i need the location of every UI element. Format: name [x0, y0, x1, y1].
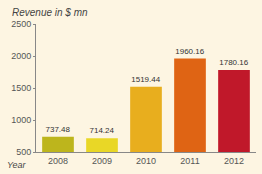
svg-text:2009: 2009	[92, 156, 112, 166]
svg-text:2008: 2008	[48, 156, 68, 166]
svg-text:2011: 2011	[180, 156, 199, 166]
svg-text:1000: 1000	[11, 115, 31, 125]
svg-text:714.24: 714.24	[89, 126, 114, 135]
svg-text:1780.16: 1780.16	[219, 58, 248, 67]
svg-text:500: 500	[16, 147, 31, 157]
svg-text:1960.16: 1960.16	[175, 47, 204, 56]
svg-text:737.48: 737.48	[45, 125, 70, 134]
svg-text:Revenue in $ mn: Revenue in $ mn	[12, 7, 88, 18]
svg-text:2000: 2000	[11, 51, 31, 61]
svg-text:2010: 2010	[136, 156, 156, 166]
svg-text:1500: 1500	[11, 83, 31, 93]
svg-text:2500: 2500	[11, 19, 31, 29]
svg-text:1519.44: 1519.44	[131, 75, 160, 84]
svg-text:2012: 2012	[224, 156, 244, 166]
svg-text:Year: Year	[7, 160, 27, 170]
